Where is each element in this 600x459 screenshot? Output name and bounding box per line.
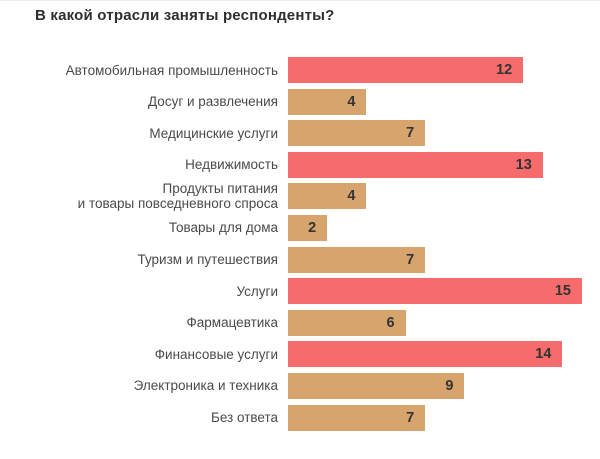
category-label: Досуг и развлечения bbox=[148, 94, 278, 110]
category-label: Без ответа bbox=[210, 410, 278, 426]
category-label: Услуги bbox=[236, 283, 278, 299]
bar-row: Автомобильная промышленность 12 bbox=[35, 57, 583, 83]
category-label: Автомобильная промышленность bbox=[65, 62, 278, 78]
bar-row: Товары для дома 2 bbox=[35, 214, 583, 241]
bar-track: 9 bbox=[288, 372, 582, 399]
bar-track: 7 bbox=[288, 120, 582, 147]
bar-row: Услуги 15 bbox=[35, 278, 583, 305]
category-label: Медицинские услуги bbox=[149, 125, 278, 141]
bar: 15 bbox=[288, 278, 582, 305]
bar-track: 7 bbox=[288, 246, 582, 273]
value-label: 7 bbox=[406, 251, 415, 268]
bar-row: Фармацевтика 6 bbox=[35, 309, 583, 336]
bar-row: Недвижимость 13 bbox=[35, 151, 583, 178]
bar-track: 13 bbox=[288, 151, 582, 178]
bar: 13 bbox=[288, 151, 543, 178]
value-label: 15 bbox=[554, 283, 571, 300]
value-label: 7 bbox=[406, 409, 415, 426]
chart-title: В какой отрасли заняты респонденты? bbox=[35, 7, 335, 24]
category-label: Финансовые услуги bbox=[154, 346, 278, 362]
value-label: 9 bbox=[445, 377, 454, 394]
bar: 4 bbox=[288, 183, 367, 210]
bar-track: 2 bbox=[288, 214, 582, 241]
bar-row: Медицинские услуги 7 bbox=[35, 120, 583, 147]
value-label: 6 bbox=[386, 314, 395, 331]
bar-row: Без ответа 7 bbox=[35, 404, 583, 431]
bar: 2 bbox=[288, 214, 328, 241]
bar: 7 bbox=[288, 120, 426, 147]
bar-track: 6 bbox=[288, 309, 582, 336]
bar-track: 14 bbox=[288, 341, 582, 368]
value-label: 4 bbox=[347, 188, 356, 205]
bar-row: Продукты питания и товары повседневного … bbox=[35, 181, 583, 212]
bar: 7 bbox=[288, 404, 426, 431]
bar: 7 bbox=[288, 246, 426, 273]
value-label: 13 bbox=[515, 156, 532, 173]
bar-track: 15 bbox=[288, 278, 582, 305]
bar-track: 4 bbox=[288, 88, 582, 115]
bar-row: Досуг и развлечения 4 bbox=[35, 88, 583, 115]
value-label: 2 bbox=[308, 219, 317, 236]
value-label: 7 bbox=[406, 125, 415, 142]
category-label: Недвижимость bbox=[185, 157, 278, 173]
value-label: 12 bbox=[496, 62, 513, 78]
bar: 12 bbox=[288, 57, 524, 83]
bar: 6 bbox=[288, 309, 406, 336]
bar-row: Туризм и путешествия 7 bbox=[35, 246, 583, 273]
category-label: Фармацевтика bbox=[186, 315, 278, 331]
bar-chart: Автомобильная промышленность 12 Досуг и ра… bbox=[35, 57, 583, 436]
category-label: Туризм и путешествия bbox=[137, 252, 278, 268]
value-label: 14 bbox=[535, 346, 552, 363]
bar: 9 bbox=[288, 372, 465, 399]
bar-track: 12 bbox=[288, 57, 582, 83]
bar-track: 4 bbox=[288, 183, 582, 210]
category-label: Товары для дома bbox=[168, 220, 278, 236]
category-label: Электроника и техника bbox=[133, 378, 278, 394]
bar: 14 bbox=[288, 341, 563, 368]
bar-row: Финансовые услуги 14 bbox=[35, 341, 583, 368]
bar-track: 7 bbox=[288, 404, 582, 431]
category-label: Продукты питания и товары повседневного … bbox=[77, 181, 278, 212]
bar-row: Электроника и техника 9 bbox=[35, 372, 583, 399]
bar: 4 bbox=[288, 88, 367, 115]
value-label: 4 bbox=[347, 93, 356, 110]
